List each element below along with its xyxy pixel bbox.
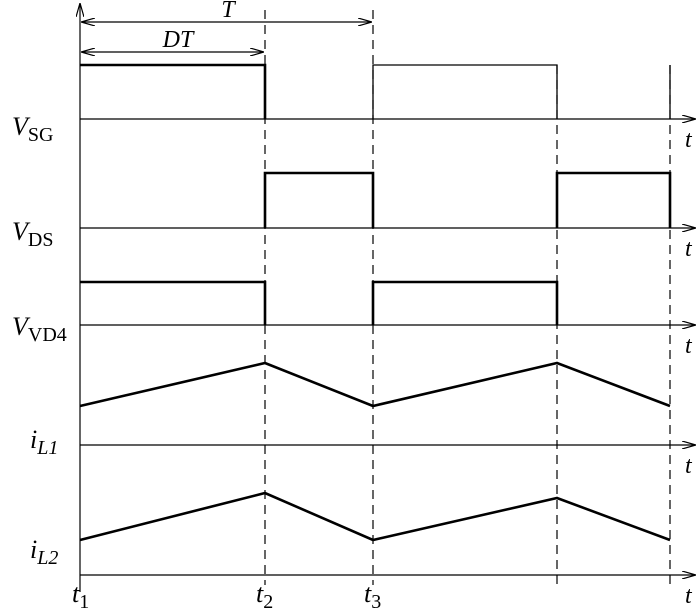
time-axis-label: t xyxy=(685,127,693,153)
time-label-subscript: 1 xyxy=(79,591,89,613)
signal-label: VDS xyxy=(12,217,53,251)
duty-label: DT xyxy=(162,27,195,53)
time-axis-label: t xyxy=(685,236,693,262)
signal-label-subscript: L2 xyxy=(36,547,58,569)
signal-label: iL2 xyxy=(30,535,58,569)
time-label-symbol: t xyxy=(364,579,372,608)
signal-label: iL1 xyxy=(30,425,58,459)
time-label: t2 xyxy=(256,579,273,613)
time-axis-label: t xyxy=(685,333,693,359)
time-label-subscript: 3 xyxy=(371,591,381,613)
time-markers xyxy=(264,10,671,585)
signal-label-symbol: i xyxy=(30,425,37,454)
waveform-il1 xyxy=(79,361,671,408)
signal-label-symbol: V xyxy=(12,312,31,341)
signal-label-subscript: SG xyxy=(28,124,54,146)
time-label: t3 xyxy=(364,579,381,613)
time-axis-label: t xyxy=(685,583,693,609)
waveform-vvd4 xyxy=(80,280,559,325)
signal-label: VSG xyxy=(12,112,53,146)
signal-label: VVD4 xyxy=(12,312,67,346)
time-label-subscript: 2 xyxy=(263,591,273,613)
signal-label-subscript: DS xyxy=(28,229,54,251)
period-label: T xyxy=(221,0,236,23)
time-label: t1 xyxy=(72,579,89,613)
signal-label-subscript: VD4 xyxy=(28,324,67,346)
signal-label-symbol: V xyxy=(12,217,31,246)
time-axes xyxy=(80,119,695,575)
time-label-symbol: t xyxy=(72,579,80,608)
signal-label-symbol: V xyxy=(12,112,31,141)
signal-label-symbol: i xyxy=(30,535,37,564)
time-label-symbol: t xyxy=(256,579,264,608)
time-axis-label: t xyxy=(685,453,693,479)
waveform-vsg xyxy=(80,63,671,119)
waveform-il2 xyxy=(79,491,671,542)
signal-label-subscript: L1 xyxy=(36,437,58,459)
waveform-vds xyxy=(263,171,672,228)
